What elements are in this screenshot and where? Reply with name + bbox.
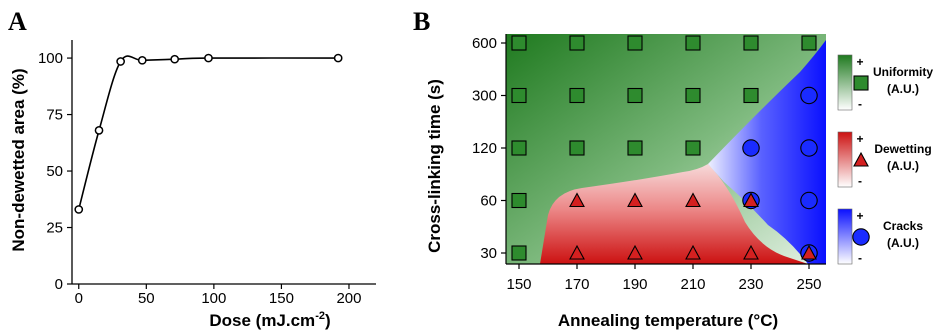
legend-unit: (A.U.) [887, 236, 919, 250]
uniformity-marker [743, 87, 759, 104]
dewetting-marker [569, 244, 585, 260]
b-legend: + - Uniformity (A.U.) + - Dewetting (A.U.) + - Cra… [837, 54, 933, 265]
legend-color-bar [837, 208, 853, 265]
b-y-tick-label: 120 [472, 140, 497, 157]
a-data-point [137, 55, 147, 65]
a-data-point [94, 126, 104, 135]
dewetting-marker [743, 192, 759, 208]
uniformity-marker [627, 140, 643, 156]
legend-square-icon [853, 75, 869, 91]
cracks-marker [742, 139, 760, 157]
legend-label: Uniformity [873, 65, 933, 79]
a-x-title: Dose (mJ.cm-2) [209, 310, 330, 330]
a-data-point [333, 53, 343, 63]
panel-a-letter: A [8, 7, 27, 36]
a-data-point [204, 53, 213, 63]
a-y-tick-label: 0 [55, 276, 63, 293]
legend-color-bar [837, 131, 853, 188]
a-x-tick-label: 50 [138, 290, 155, 307]
uniformity-marker [743, 35, 759, 51]
cracks-marker [800, 139, 818, 157]
uniformity-marker [801, 35, 817, 51]
legend-minus: - [858, 251, 862, 265]
legend-minus: - [858, 174, 862, 188]
legend-label: Cracks [883, 219, 923, 233]
dewetting-marker [627, 244, 643, 260]
dewetting-marker [569, 192, 585, 208]
b-y-tick-label: 60 [480, 193, 497, 210]
dewetting-marker [801, 244, 817, 260]
legend-minus: - [858, 97, 862, 111]
a-y-tick-label: 75 [46, 107, 63, 124]
dewetting-marker [743, 244, 759, 260]
a-x-tick-label: 200 [336, 290, 361, 307]
b-y-tick-label: 600 [472, 35, 497, 52]
uniformity-marker [685, 87, 701, 104]
uniformity-marker [569, 140, 585, 156]
a-y-title: Non-dewetted area (%) [9, 68, 28, 251]
uniformity-marker [511, 35, 527, 51]
uniformity-marker [569, 87, 585, 104]
legend-plus: + [856, 132, 863, 146]
a-y-tick-label: 100 [38, 50, 63, 67]
a-y-tick-label: 25 [46, 220, 63, 237]
legend-label: Dewetting [874, 142, 931, 156]
a-data-point [74, 205, 84, 214]
uniformity-marker [511, 87, 527, 104]
uniformity-marker [685, 140, 701, 156]
b-y-tick-label: 300 [472, 88, 497, 105]
legend-triangle-icon [853, 151, 869, 167]
legend-plus: + [856, 209, 863, 223]
b-x-tick-label: 230 [738, 276, 763, 293]
uniformity-marker [511, 140, 527, 156]
legend-color-bar [837, 54, 853, 111]
uniformity-marker [569, 35, 585, 51]
a-fit-curve [77, 55, 339, 210]
legend-unit: (A.U.) [887, 159, 919, 173]
panel-b: B 150 170 190 210 230 250 30 60 120 300 600 Anneal… [413, 7, 933, 330]
b-x-tick-label: 150 [506, 276, 531, 293]
a-x-tick-label: 0 [75, 290, 83, 307]
b-x-tick-label: 170 [564, 276, 589, 293]
panel-b-letter: B [413, 7, 430, 36]
b-y-title: Cross-linking time (s) [425, 79, 444, 253]
dewetting-marker [627, 192, 643, 208]
uniformity-marker [627, 35, 643, 51]
cracks-region [708, 40, 826, 264]
b-x-tick-label: 210 [680, 276, 705, 293]
a-data-point [116, 57, 125, 66]
legend-unit: (A.U.) [887, 82, 919, 96]
legend-circle-icon [852, 228, 870, 246]
dewetting-marker [685, 192, 701, 208]
b-x-title: Annealing temperature (°C) [558, 311, 778, 330]
b-x-tick-label: 190 [622, 276, 647, 293]
b-y-tick-label: 30 [480, 245, 497, 262]
uniformity-marker [511, 192, 527, 209]
dewetting-marker [685, 244, 701, 260]
b-x-tick-label: 250 [796, 276, 821, 293]
uniformity-marker [685, 35, 701, 51]
legend-plus: + [856, 55, 863, 69]
cracks-marker [800, 86, 818, 105]
a-data-point [170, 54, 180, 64]
a-y-tick-label: 50 [46, 163, 63, 180]
uniformity-marker [511, 245, 527, 261]
a-x-tick-label: 100 [201, 290, 226, 307]
a-x-tick-label: 150 [269, 290, 294, 307]
cracks-marker [800, 191, 818, 210]
dewetting-region [540, 164, 808, 264]
uniformity-marker [627, 87, 643, 104]
